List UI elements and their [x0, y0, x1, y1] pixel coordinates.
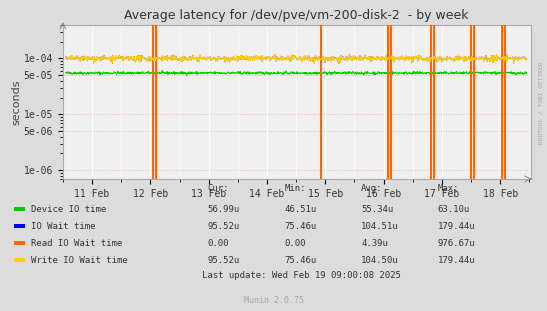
Text: 4.39u: 4.39u [361, 239, 388, 248]
Text: Munin 2.0.75: Munin 2.0.75 [243, 296, 304, 305]
Text: 55.34u: 55.34u [361, 205, 393, 214]
Text: 179.44u: 179.44u [438, 256, 475, 265]
Text: 75.46u: 75.46u [284, 256, 317, 265]
Text: 0.00: 0.00 [208, 239, 229, 248]
Text: 63.10u: 63.10u [438, 205, 470, 214]
Text: 95.52u: 95.52u [208, 222, 240, 231]
Text: 976.67u: 976.67u [438, 239, 475, 248]
Text: 46.51u: 46.51u [284, 205, 317, 214]
Text: 104.50u: 104.50u [361, 256, 399, 265]
Text: 0.00: 0.00 [284, 239, 306, 248]
Text: RRDTOOL / TOBI OETIKER: RRDTOOL / TOBI OETIKER [538, 61, 543, 144]
Text: IO Wait time: IO Wait time [31, 222, 96, 231]
Text: Read IO Wait time: Read IO Wait time [31, 239, 123, 248]
Text: Last update: Wed Feb 19 09:00:08 2025: Last update: Wed Feb 19 09:00:08 2025 [202, 271, 401, 280]
Text: 104.51u: 104.51u [361, 222, 399, 231]
Text: Device IO time: Device IO time [31, 205, 107, 214]
Text: 75.46u: 75.46u [284, 222, 317, 231]
Text: Min:: Min: [284, 184, 306, 193]
Y-axis label: seconds: seconds [11, 79, 21, 125]
Text: Write IO Wait time: Write IO Wait time [31, 256, 128, 265]
Text: 179.44u: 179.44u [438, 222, 475, 231]
Text: Cur:: Cur: [208, 184, 229, 193]
Title: Average latency for /dev/pve/vm-200-disk-2  - by week: Average latency for /dev/pve/vm-200-disk… [125, 9, 469, 22]
Text: 95.52u: 95.52u [208, 256, 240, 265]
Text: Max:: Max: [438, 184, 459, 193]
Text: 56.99u: 56.99u [208, 205, 240, 214]
Text: Avg:: Avg: [361, 184, 382, 193]
